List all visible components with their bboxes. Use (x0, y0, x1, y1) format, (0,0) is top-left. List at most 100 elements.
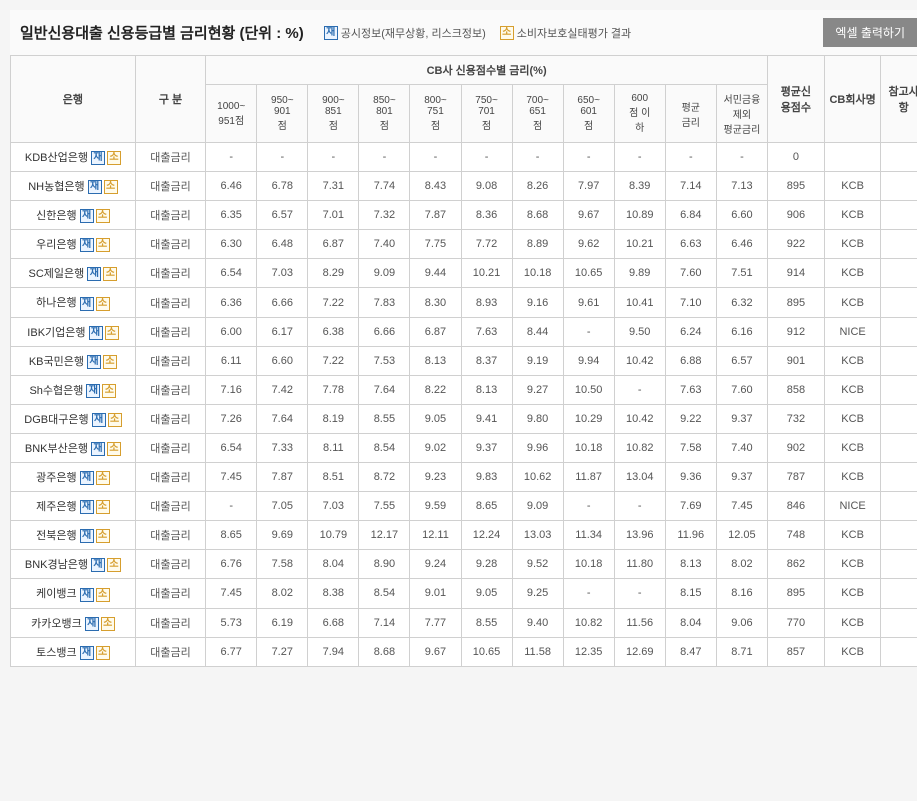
jae-icon[interactable]: 재 (91, 558, 105, 572)
bank-badges: 재소 (89, 326, 119, 340)
bank-cell: SC제일은행재소 (11, 259, 136, 288)
jae-icon[interactable]: 재 (80, 209, 94, 223)
jae-icon[interactable]: 재 (80, 646, 94, 660)
so-icon[interactable]: 소 (96, 238, 110, 252)
jae-icon[interactable]: 재 (86, 384, 100, 398)
so-icon[interactable]: 소 (96, 646, 110, 660)
so-icon[interactable]: 소 (107, 558, 121, 572)
note-cell (881, 172, 917, 201)
so-icon[interactable]: 소 (96, 529, 110, 543)
rate-cell: 7.42 (257, 375, 308, 404)
rate-table: 은행 구 분 CB사 신용점수별 금리(%) 평균신 용점수 CB회사명 참고사… (10, 55, 917, 667)
bank-name[interactable]: 케이뱅크 (36, 588, 76, 600)
rate-cell: 9.52 (512, 550, 563, 579)
bank-name[interactable]: BNK부산은행 (25, 443, 88, 455)
rate-cell: 11.80 (614, 550, 665, 579)
bank-name[interactable]: 제주은행 (36, 501, 76, 513)
bank-name[interactable]: NH농협은행 (28, 181, 84, 193)
gubun-cell: 대출금리 (135, 375, 205, 404)
rate-cell: 6.87 (308, 230, 359, 259)
rate-cell: 9.50 (614, 317, 665, 346)
jae-icon[interactable]: 재 (87, 267, 101, 281)
table-row: 하나은행재소대출금리6.366.667.227.838.308.939.169.… (11, 288, 917, 317)
rate-cell: - (563, 579, 614, 608)
so-icon[interactable]: 소 (96, 209, 110, 223)
note-cell (881, 463, 917, 492)
rate-cell: 8.38 (308, 579, 359, 608)
rate-cell: 9.61 (563, 288, 614, 317)
rate-cell: 7.03 (257, 259, 308, 288)
bank-name[interactable]: 하나은행 (36, 297, 76, 309)
rate-cell: 9.09 (512, 492, 563, 521)
jae-icon[interactable]: 재 (85, 617, 99, 631)
bank-name[interactable]: DGB대구은행 (24, 414, 88, 426)
rate-cell: 10.62 (512, 463, 563, 492)
bank-name[interactable]: 신한은행 (36, 210, 76, 222)
so-icon[interactable]: 소 (107, 442, 121, 456)
so-icon[interactable]: 소 (96, 297, 110, 311)
so-icon[interactable]: 소 (104, 180, 118, 194)
jae-icon[interactable]: 재 (89, 326, 103, 340)
rate-cell: 6.60 (716, 201, 767, 230)
rate-cell: 9.05 (410, 404, 461, 433)
note-cell (881, 346, 917, 375)
bank-name[interactable]: 카카오뱅크 (31, 618, 82, 630)
rate-cell: - (206, 492, 257, 521)
excel-export-button[interactable]: 엑셀 출력하기 (823, 18, 917, 47)
bank-name[interactable]: 우리은행 (36, 239, 76, 251)
rate-cell: 9.16 (512, 288, 563, 317)
so-icon[interactable]: 소 (107, 151, 121, 165)
bank-name[interactable]: IBK기업은행 (27, 327, 85, 339)
jae-icon[interactable]: 재 (87, 355, 101, 369)
so-icon[interactable]: 소 (96, 588, 110, 602)
so-icon[interactable]: 소 (103, 355, 117, 369)
jae-icon[interactable]: 재 (92, 413, 106, 427)
jae-icon[interactable]: 재 (88, 180, 102, 194)
jae-icon[interactable]: 재 (80, 297, 94, 311)
jae-icon[interactable]: 재 (91, 151, 105, 165)
bank-name[interactable]: 전북은행 (36, 530, 76, 542)
bank-name[interactable]: KDB산업은행 (25, 152, 88, 164)
rate-cell: 13.96 (614, 521, 665, 550)
bank-name[interactable]: BNK경남은행 (25, 559, 88, 571)
table-row: KB국민은행재소대출금리6.116.607.227.538.138.379.19… (11, 346, 917, 375)
so-icon[interactable]: 소 (96, 500, 110, 514)
bank-name[interactable]: 토스뱅크 (36, 647, 76, 659)
bank-name[interactable]: SC제일은행 (29, 268, 85, 280)
so-icon[interactable]: 소 (101, 617, 115, 631)
rate-cell: 7.64 (257, 404, 308, 433)
bank-name[interactable]: KB국민은행 (29, 356, 84, 368)
rate-cell: 9.67 (563, 201, 614, 230)
table-row: Sh수협은행재소대출금리7.167.427.787.648.228.139.27… (11, 375, 917, 404)
so-icon[interactable]: 소 (105, 326, 119, 340)
jae-icon[interactable]: 재 (80, 238, 94, 252)
cb-company-cell: KCB (824, 608, 881, 637)
cb-company-cell: KCB (824, 404, 881, 433)
so-icon[interactable]: 소 (103, 267, 117, 281)
rate-cell: 7.22 (308, 346, 359, 375)
table-row: KDB산업은행재소대출금리-----------0 (11, 143, 917, 172)
jae-icon[interactable]: 재 (80, 471, 94, 485)
rate-cell: 10.18 (563, 550, 614, 579)
rate-cell: - (614, 143, 665, 172)
bank-cell: IBK기업은행 재소 (11, 317, 136, 346)
jae-icon[interactable]: 재 (80, 500, 94, 514)
rate-cell: 7.53 (359, 346, 410, 375)
so-icon[interactable]: 소 (108, 413, 122, 427)
bank-cell: BNK경남은행재소 (11, 550, 136, 579)
jae-icon[interactable]: 재 (91, 442, 105, 456)
jae-icon[interactable]: 재 (80, 588, 94, 602)
bank-name[interactable]: 광주은행 (36, 472, 76, 484)
table-row: BNK경남은행재소대출금리6.767.588.048.909.249.289.5… (11, 550, 917, 579)
so-icon[interactable]: 소 (102, 384, 116, 398)
cb-company-cell: KCB (824, 637, 881, 666)
bank-name[interactable]: Sh수협은행 (29, 385, 83, 397)
rate-cell: 8.19 (308, 404, 359, 433)
bank-badges: 재소 (80, 529, 110, 543)
jae-icon[interactable]: 재 (80, 529, 94, 543)
bank-cell: Sh수협은행재소 (11, 375, 136, 404)
bank-cell: NH농협은행 재소 (11, 172, 136, 201)
rate-cell: 6.57 (716, 346, 767, 375)
so-icon[interactable]: 소 (96, 471, 110, 485)
rate-cell: - (206, 143, 257, 172)
